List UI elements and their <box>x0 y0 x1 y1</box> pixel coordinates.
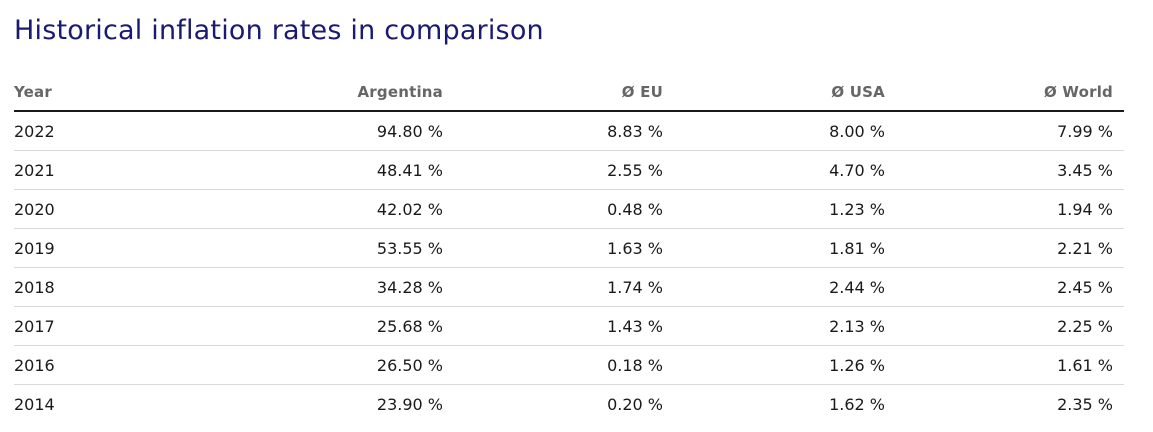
value-cell-world: 2.35 % <box>896 384 1124 424</box>
value-cell-eu: 1.74 % <box>454 267 674 307</box>
table-row: 2017 25.68 % 1.43 % 2.13 % 2.25 % <box>14 306 1124 346</box>
value-cell-usa: 8.00 % <box>829 121 885 141</box>
year-cell: 2019 <box>14 228 134 268</box>
value-cell-argentina: 23.90 % <box>134 384 454 424</box>
value-cell-argentina: 53.55 % <box>134 228 454 268</box>
value-cell-eu: 0.18 % <box>454 345 674 385</box>
year-cell: 2021 <box>14 150 134 190</box>
year-cell: 2020 <box>14 189 134 229</box>
value-cell-world: 1.94 % <box>896 189 1124 229</box>
column-header-year: Year <box>14 83 134 113</box>
table-row: 2021 48.41 % 2.55 % 4.70 % 3.45 % <box>14 150 1124 190</box>
value-cell-argentina: 26.50 % <box>134 345 454 385</box>
year-cell: 2022 <box>14 121 55 141</box>
table-row: 2019 53.55 % 1.63 % 1.81 % 2.21 % <box>14 228 1124 268</box>
table-row: 2018 34.28 % 1.74 % 2.44 % 2.45 % <box>14 267 1124 307</box>
inflation-table: Year Argentina Ø EU Ø USA Ø World 2022 9… <box>14 83 1124 424</box>
table-row: 2020 42.02 % 0.48 % 1.23 % 1.94 % <box>14 189 1124 229</box>
value-cell-usa: 1.62 % <box>674 384 896 424</box>
year-cell: 2014 <box>14 384 134 424</box>
value-cell-usa: 4.70 % <box>674 150 896 190</box>
value-cell-usa: 1.81 % <box>674 228 896 268</box>
value-cell-argentina: 42.02 % <box>134 189 454 229</box>
value-cell-world: 2.45 % <box>896 267 1124 307</box>
column-header-world: Ø World <box>896 83 1124 113</box>
value-cell-argentina: 48.41 % <box>134 150 454 190</box>
value-cell-usa: 2.13 % <box>674 306 896 346</box>
value-cell-eu: 8.83 % <box>607 121 663 141</box>
value-cell-world: 7.99 % <box>1057 121 1113 141</box>
table-row: 2016 26.50 % 0.18 % 1.26 % 1.61 % <box>14 345 1124 385</box>
value-cell-world: 2.21 % <box>896 228 1124 268</box>
year-cell: 2018 <box>14 267 134 307</box>
table-header-row: Year Argentina Ø EU Ø USA Ø World <box>14 83 1124 113</box>
value-cell-usa: 2.44 % <box>674 267 896 307</box>
column-header-eu: Ø EU <box>454 83 674 113</box>
value-cell-usa: 1.26 % <box>674 345 896 385</box>
value-cell-eu: 1.63 % <box>454 228 674 268</box>
value-cell-argentina: 25.68 % <box>134 306 454 346</box>
value-cell-world: 1.61 % <box>896 345 1124 385</box>
table-row: 2014 23.90 % 0.20 % 1.62 % 2.35 % <box>14 384 1124 424</box>
table-row: 2022 94.80 % 8.83 % 8.00 % 7.99 % <box>14 111 1124 151</box>
value-cell-usa: 1.23 % <box>674 189 896 229</box>
value-cell-argentina: 94.80 % <box>376 121 443 141</box>
page-title: Historical inflation rates in comparison <box>14 15 544 46</box>
value-cell-eu: 1.43 % <box>454 306 674 346</box>
value-cell-eu: 2.55 % <box>454 150 674 190</box>
value-cell-eu: 0.48 % <box>454 189 674 229</box>
value-cell-argentina: 34.28 % <box>134 267 454 307</box>
value-cell-world: 2.25 % <box>896 306 1124 346</box>
year-cell: 2016 <box>14 345 134 385</box>
year-cell: 2017 <box>14 306 134 346</box>
column-header-usa: Ø USA <box>674 83 896 113</box>
value-cell-eu: 0.20 % <box>454 384 674 424</box>
value-cell-world: 3.45 % <box>896 150 1124 190</box>
column-header-argentina: Argentina <box>134 83 454 113</box>
